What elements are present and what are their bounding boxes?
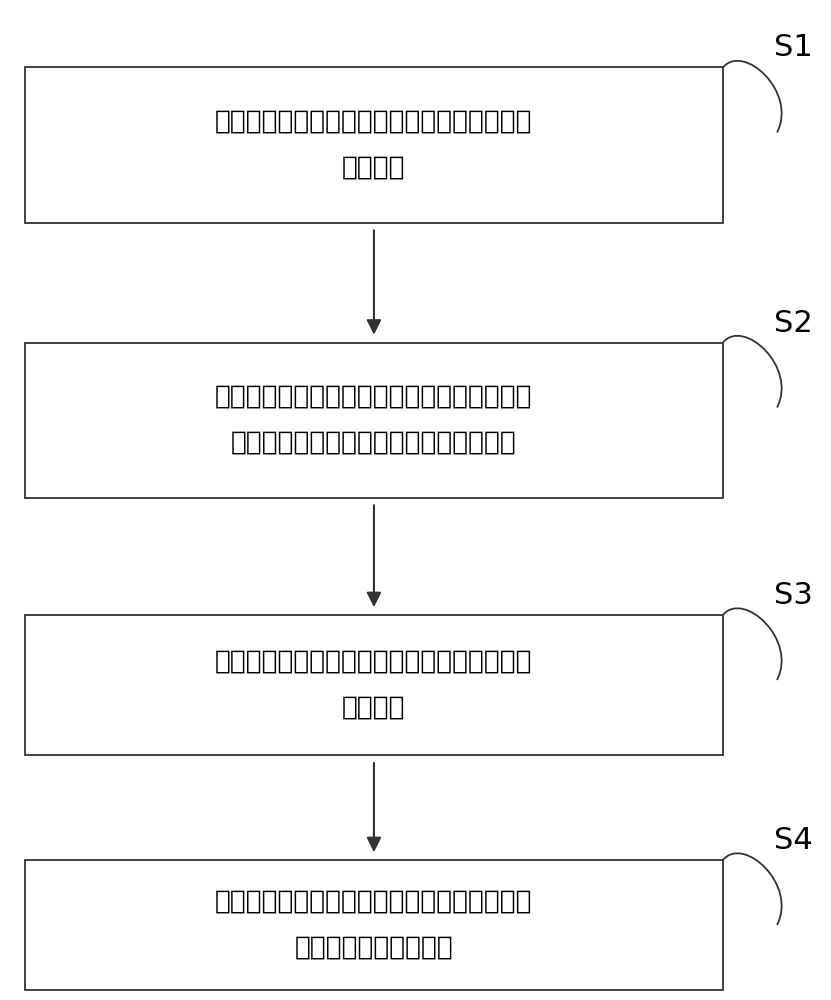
Bar — [25, 860, 723, 990]
Text: S1: S1 — [774, 33, 813, 62]
Text: S2: S2 — [774, 308, 813, 338]
Text: 当所述车辆处于行驶状态时，根据所述定位数
据判断所述车辆的行驶状态是否存在异常: 当所述车辆处于行驶状态时，根据所述定位数 据判断所述车辆的行驶状态是否存在异常 — [215, 384, 533, 456]
Text: 接收车辆的定位数据并检测所述车辆是否处于
行驶状态: 接收车辆的定位数据并检测所述车辆是否处于 行驶状态 — [215, 109, 533, 181]
Bar — [25, 68, 723, 223]
Text: S3: S3 — [774, 581, 813, 610]
Text: S4: S4 — [774, 826, 813, 855]
Bar — [25, 615, 723, 755]
Text: 当所述车辆的行驶状态存在异常时，过滤所述
定位数据: 当所述车辆的行驶状态存在异常时，过滤所述 定位数据 — [215, 649, 533, 721]
Bar — [25, 342, 723, 498]
Text: 当所述车辆的行驶状态未存在异常时，将所述
定位数据发送给服务器: 当所述车辆的行驶状态未存在异常时，将所述 定位数据发送给服务器 — [215, 889, 533, 961]
